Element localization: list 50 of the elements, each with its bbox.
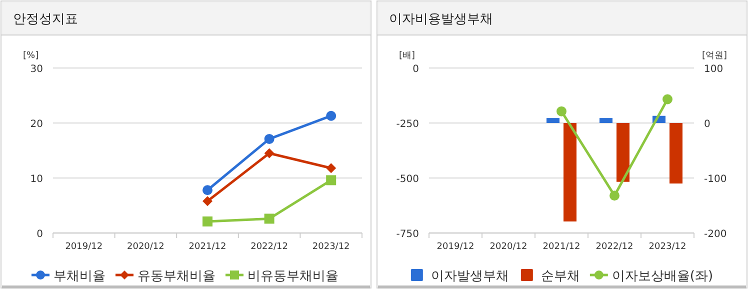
- y-axis-title: [배]: [399, 51, 416, 61]
- point: [610, 190, 620, 201]
- y2-tick-label: -200: [704, 229, 727, 240]
- y2-tick-label: -100: [704, 174, 727, 185]
- point: [264, 148, 274, 158]
- y2-tick-label: 100: [704, 64, 724, 75]
- legend-label: 순부채: [540, 269, 580, 284]
- point: [264, 214, 274, 224]
- bar: [616, 123, 630, 182]
- y-tick-label: 30: [30, 64, 43, 75]
- x-tick-label: 2023/12: [312, 242, 350, 252]
- point: [326, 175, 336, 186]
- x-tick-label: 2019/12: [65, 242, 103, 252]
- point: [326, 110, 336, 121]
- y-tick-label: -500: [396, 174, 419, 185]
- bar: [564, 123, 576, 222]
- x-tick-label: 2023/12: [648, 242, 686, 252]
- y2-axis-title: [억원]: [702, 51, 728, 61]
- x-tick-label: 2020/12: [127, 242, 164, 252]
- y-tick-label: 20: [30, 119, 43, 130]
- y-tick-label: 0: [36, 229, 43, 240]
- point: [202, 216, 212, 226]
- legend-label: 부채비율: [54, 269, 106, 284]
- bar: [546, 118, 560, 123]
- y-tick-label: 0: [412, 64, 419, 75]
- x-tick-label: 2022/12: [596, 242, 634, 252]
- x-tick-label: 2020/12: [490, 242, 528, 252]
- legend-label: 이자발생부채: [430, 269, 509, 284]
- x-tick-label: 2019/12: [436, 242, 474, 252]
- y-axis-title: [%]: [23, 51, 39, 61]
- y-tick-label: -750: [396, 229, 419, 240]
- chart-title: 이자비용발생부채: [389, 12, 493, 27]
- point: [662, 94, 672, 104]
- x-tick-label: 2021/12: [542, 242, 580, 252]
- point: [264, 134, 274, 144]
- y-tick-label: 10: [30, 174, 43, 185]
- chart-title: 안정성지표: [13, 12, 78, 27]
- x-tick-label: 2021/12: [188, 242, 226, 252]
- y2-tick-label: 0: [704, 119, 710, 130]
- x-tick-label: 2022/12: [250, 242, 288, 252]
- bar: [670, 123, 682, 184]
- point: [202, 196, 212, 206]
- bar: [600, 118, 612, 123]
- legend-label: 이자보상배율(좌): [612, 269, 714, 284]
- legend-label: 비유동부채비율: [248, 269, 338, 284]
- y-tick-label: -250: [396, 119, 419, 130]
- point: [326, 163, 336, 174]
- legend-label: 유동부채비율: [138, 269, 216, 284]
- point: [556, 106, 566, 116]
- point: [202, 185, 212, 196]
